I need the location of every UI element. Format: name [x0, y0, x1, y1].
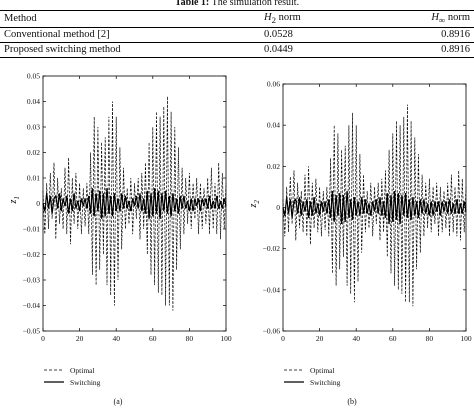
y-tick-label: −0.03	[23, 276, 41, 285]
y-tick-label: 0.03	[27, 123, 40, 132]
header-h2-norm: H2 norm	[264, 12, 301, 26]
y-tick-label: −0.06	[263, 327, 281, 336]
header-method: Method	[4, 13, 37, 25]
chart-panel-a: −0.05 −0.04 −0.03 −0.02 −0.01 0 0.01 0.02 0.03 0.…	[8, 72, 232, 407]
series-line-switching	[282, 190, 467, 225]
table-row: Conventional method [2] 0.0528 0.8916	[0, 28, 474, 43]
legend-label: Optimal	[70, 366, 95, 375]
series-line-switching	[42, 188, 227, 219]
x-tick-label: 80	[426, 334, 434, 343]
table-caption-text: The simulation result.	[211, 0, 300, 8]
y-tick-label: 0	[276, 203, 280, 212]
x-tick-label: 0	[41, 334, 45, 343]
y-tick-label: 0.04	[27, 97, 40, 106]
y-tick-label: 0	[36, 199, 40, 208]
legend-label: Optimal	[310, 366, 335, 375]
panel-label: (a)	[114, 397, 123, 406]
y-tick-label: −0.01	[23, 225, 41, 234]
x-tick-label: 100	[460, 334, 472, 343]
y-tick-label: 0.05	[27, 72, 40, 81]
y-axis-label: z1	[8, 196, 21, 204]
y-tick-label: 0.02	[27, 148, 40, 157]
y-tick-label: −0.02	[263, 244, 281, 253]
row-h2: 0.0449	[264, 44, 293, 56]
y-tick-label: −0.05	[23, 327, 41, 336]
y-tick-label: −0.04	[23, 301, 41, 310]
y-tick-label: 0.01	[27, 174, 40, 183]
table-header-row: Method H2 norm H∞ norm	[0, 10, 474, 28]
row-method: Proposed switching method	[4, 44, 121, 56]
y-tick-label: −0.04	[263, 285, 281, 294]
x-tick-label: 60	[149, 334, 157, 343]
table-row: Proposed switching method 0.0449 0.8916	[0, 43, 474, 58]
table-caption-label: Table 1:	[174, 0, 210, 8]
panel-label: (b)	[347, 397, 357, 406]
x-tick-label: 0	[281, 334, 285, 343]
x-tick-label: 20	[316, 334, 324, 343]
x-tick-label: 60	[389, 334, 397, 343]
y-tick-label: −0.02	[23, 250, 41, 259]
legend: Optimal Switching	[284, 366, 341, 387]
x-tick-label: 100	[220, 334, 232, 343]
y-tick-label: 0.06	[267, 80, 280, 89]
x-tick-label: 40	[352, 334, 360, 343]
y-tick-label: 0.02	[267, 162, 280, 171]
header-hinf-norm: H∞ norm	[431, 12, 470, 26]
x-tick-label: 80	[186, 334, 194, 343]
series-line-optimal	[282, 104, 467, 307]
y-axis-label: z2	[248, 200, 261, 209]
legend-label: Switching	[70, 378, 101, 387]
row-hinf: 0.8916	[441, 44, 470, 56]
x-tick-label: 20	[76, 334, 84, 343]
series-line-optimal	[42, 96, 227, 311]
row-h2: 0.0528	[264, 29, 293, 41]
results-table: Method H2 norm H∞ norm Conventional meth…	[0, 10, 474, 58]
table-caption: Table 1: The simulation result.	[0, 0, 474, 9]
legend-label: Switching	[310, 378, 341, 387]
row-hinf: 0.8916	[441, 29, 470, 41]
row-method: Conventional method [2]	[4, 29, 110, 41]
x-tick-label: 40	[112, 334, 120, 343]
y-tick-label: 0.04	[267, 121, 280, 130]
legend: Optimal Switching	[44, 366, 101, 387]
chart-panel-b: −0.06 −0.04 −0.02 0 0.02 0.04 0.06 0 20 40 60 80 100…	[248, 80, 472, 407]
